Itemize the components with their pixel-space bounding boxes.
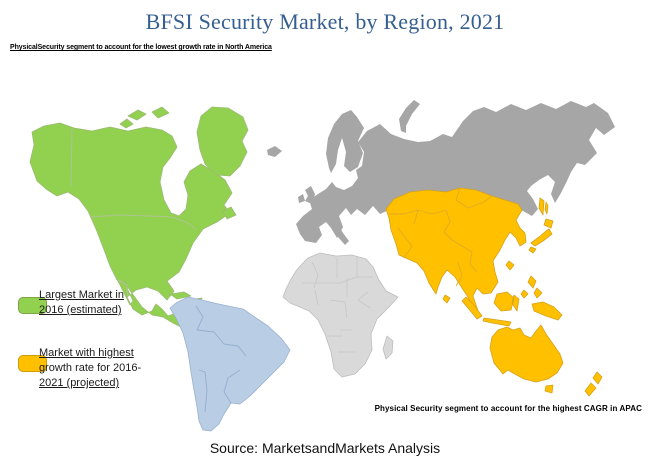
legend-swatch-green	[18, 297, 47, 314]
region-arctic-islands	[119, 106, 237, 220]
region-iceland	[267, 146, 282, 157]
region-scandinavia	[326, 110, 364, 173]
region-novaya-zemlya	[399, 100, 420, 133]
region-italy	[329, 220, 349, 245]
legend-line: Largest Market in	[39, 289, 124, 301]
north-america-borders	[70, 127, 197, 297]
legend-line: 2021 (projected)	[39, 377, 120, 389]
region-sri-lanka	[442, 294, 451, 304]
region-ireland	[298, 194, 305, 203]
region-madagascar	[382, 335, 394, 360]
legend-label-largest-market: Largest Market in 2016 (estimated)	[39, 288, 124, 318]
region-africa	[282, 252, 399, 378]
figure-title: BFSI Security Market, by Region, 2021	[145, 9, 505, 34]
region-greenland	[196, 106, 249, 177]
legend-swatch-orange	[18, 355, 47, 372]
region-japan	[528, 218, 554, 254]
region-philippines	[520, 275, 543, 299]
region-tasmania	[544, 384, 554, 394]
region-indonesia	[461, 291, 520, 327]
annotation-top: PhysicalSecurity segment to account for …	[10, 44, 272, 51]
legend-label-highest-growth: Market with highest growth rate for 2016…	[39, 346, 141, 391]
region-europe-russia	[267, 100, 615, 245]
region-australia	[489, 324, 564, 383]
region-taiwan	[505, 260, 515, 271]
source-note: Source: MarketsandMarkets Analysis	[209, 440, 441, 456]
region-north-america	[29, 106, 249, 328]
legend-line: Market with highest	[39, 347, 134, 359]
region-uk	[305, 186, 315, 204]
region-new-guinea	[531, 301, 563, 321]
apac-country-borders	[389, 187, 493, 287]
region-new-zealand	[584, 371, 603, 397]
legend-line: 2016 (estimated)	[39, 304, 122, 316]
region-asia-mainland	[385, 187, 527, 318]
legend-line: growth rate for 2016-	[39, 362, 142, 374]
region-south-america	[169, 296, 291, 432]
south-america-borders	[195, 305, 247, 413]
africa-country-borders	[302, 256, 372, 353]
region-apac	[385, 187, 603, 397]
region-sakhalin	[538, 197, 549, 216]
annotation-bottom: Physical Security segment to account for…	[374, 404, 642, 413]
